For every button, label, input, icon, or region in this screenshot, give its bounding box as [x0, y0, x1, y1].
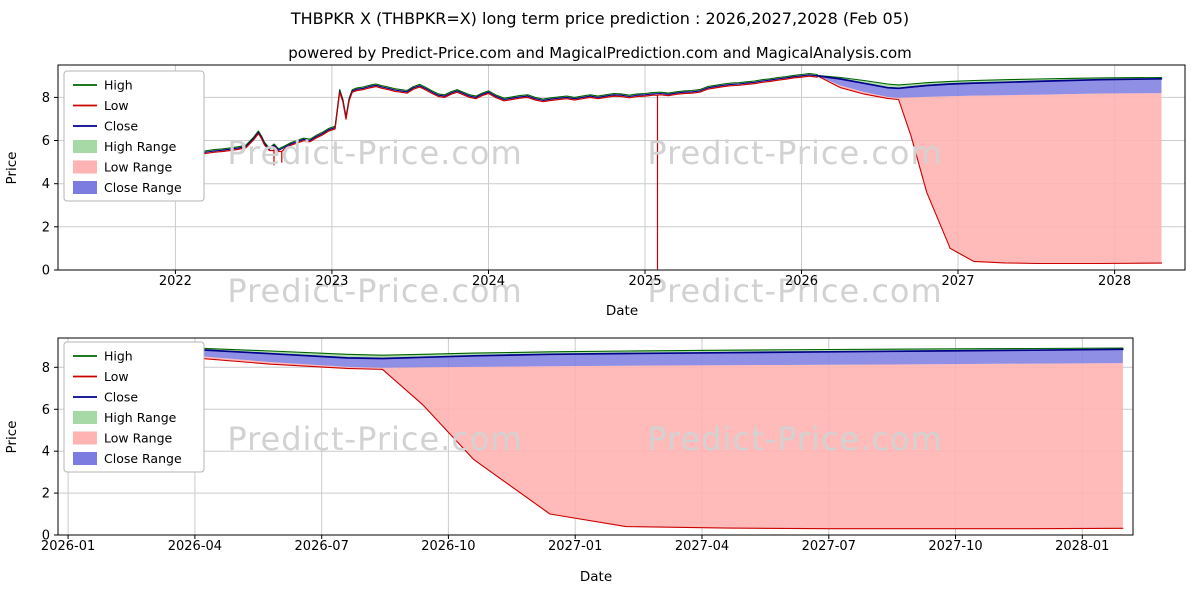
long-term-chart: Predict-Price.com Predict-Price.com Predic… [0, 62, 1200, 332]
y-tick-label: 4 [42, 445, 50, 460]
legend-label: High [104, 78, 133, 93]
prediction-high-line [816, 74, 1163, 86]
y-tick-label: 6 [42, 134, 50, 149]
y-tick-label: 2 [42, 220, 50, 235]
y-tick-label: 0 [42, 264, 50, 279]
prediction-low-line [118, 345, 1124, 530]
prediction-high-line [118, 345, 1124, 356]
long-term-history-and-prediction-svg: Predict-Price.com Predict-Price.com Predic… [4, 64, 1186, 319]
y-tick-label: 8 [42, 91, 50, 106]
legend-patch-sample [73, 452, 97, 465]
legend: High Low Close High Range Low Range Close Ran… [63, 70, 205, 202]
x-axis-label: Date [606, 303, 638, 319]
x-tick-label: 2026-04 [168, 539, 222, 554]
legend-label: High Range [104, 139, 177, 154]
y-tick-label: 2 [42, 487, 50, 502]
page-subtitle: powered by Predict-Price.com and Magical… [288, 44, 912, 62]
watermark-text: Predict-Price.com [227, 272, 522, 310]
x-axis-label: Date [580, 569, 612, 585]
watermark-text: Predict-Price.com [647, 134, 942, 172]
y-tick-label: 6 [42, 403, 50, 418]
history-close-line [104, 74, 818, 160]
y-axis-label: Price [4, 152, 20, 185]
prediction-zoom-svg: Predict-Price.com Predict-Price.com 2026-0… [4, 337, 1134, 585]
y-tick-label: 0 [42, 529, 50, 544]
x-tick-label: 2027-10 [928, 539, 982, 554]
legend-label: Close Range [104, 451, 182, 466]
legend-label: High [104, 349, 133, 364]
history-high-line [104, 73, 818, 159]
history-low-line [104, 75, 818, 270]
legend-label: High Range [104, 410, 177, 425]
legend-patch-sample [73, 140, 97, 153]
legend: High Low Close High Range Low Range Close Ran… [63, 341, 205, 473]
x-tick-label: 2026 [785, 274, 818, 289]
watermark-text: Predict-Price.com [227, 420, 522, 458]
y-axis-label: Price [4, 421, 20, 454]
x-tick-label: 2023 [315, 274, 348, 289]
legend-label: Close [104, 119, 138, 134]
x-tick-label: 2026-10 [421, 539, 475, 554]
prediction-low-line [816, 75, 1163, 265]
plot-border [57, 337, 1134, 536]
legend-label: Low [104, 98, 129, 113]
y-tick-label: 8 [42, 361, 50, 376]
x-tick-label: 2027-07 [802, 539, 856, 554]
x-tick-label: 2027-01 [548, 539, 602, 554]
x-tick-label: 2027 [941, 274, 974, 289]
legend-label: Low Range [104, 160, 173, 175]
legend-label: Low [104, 369, 129, 384]
legend-label: Close [104, 390, 138, 405]
x-tick-label: 2027-04 [675, 539, 729, 554]
plot-border [57, 64, 1186, 271]
x-tick-label: 2025 [628, 274, 661, 289]
legend-patch-sample [73, 411, 97, 424]
watermark-text: Predict-Price.com [227, 134, 522, 172]
x-tick-label: 2022 [159, 274, 192, 289]
x-tick-label: 2028 [1098, 274, 1131, 289]
prediction-close-line [816, 74, 1163, 90]
legend-label: Low Range [104, 431, 173, 446]
legend-patch-sample [73, 160, 97, 174]
legend-label: Close Range [104, 180, 182, 195]
page-title: THBPKR X (THBPKR=X) long term price pred… [290, 9, 910, 28]
y-tick-label: 4 [42, 177, 50, 192]
low-range-area [118, 346, 1123, 529]
low-range-area [817, 75, 1162, 264]
legend-box [63, 70, 205, 202]
legend-patch-sample [73, 431, 97, 445]
x-tick-label: 2028-01 [1055, 539, 1109, 554]
x-tick-label: 2026-07 [295, 539, 349, 554]
close-range-area [817, 75, 1162, 98]
watermark-text: Predict-Price.com [647, 420, 942, 458]
x-tick-label: 2024 [472, 274, 505, 289]
prediction-zoom-chart: Predict-Price.com Predict-Price.com 2026-0… [0, 333, 1200, 600]
watermark-text: Predict-Price.com [647, 272, 942, 310]
legend-patch-sample [73, 181, 97, 194]
prediction-close-line [117, 345, 1124, 360]
x-tick-label: 2026-01 [41, 539, 95, 554]
legend-box [63, 341, 205, 473]
